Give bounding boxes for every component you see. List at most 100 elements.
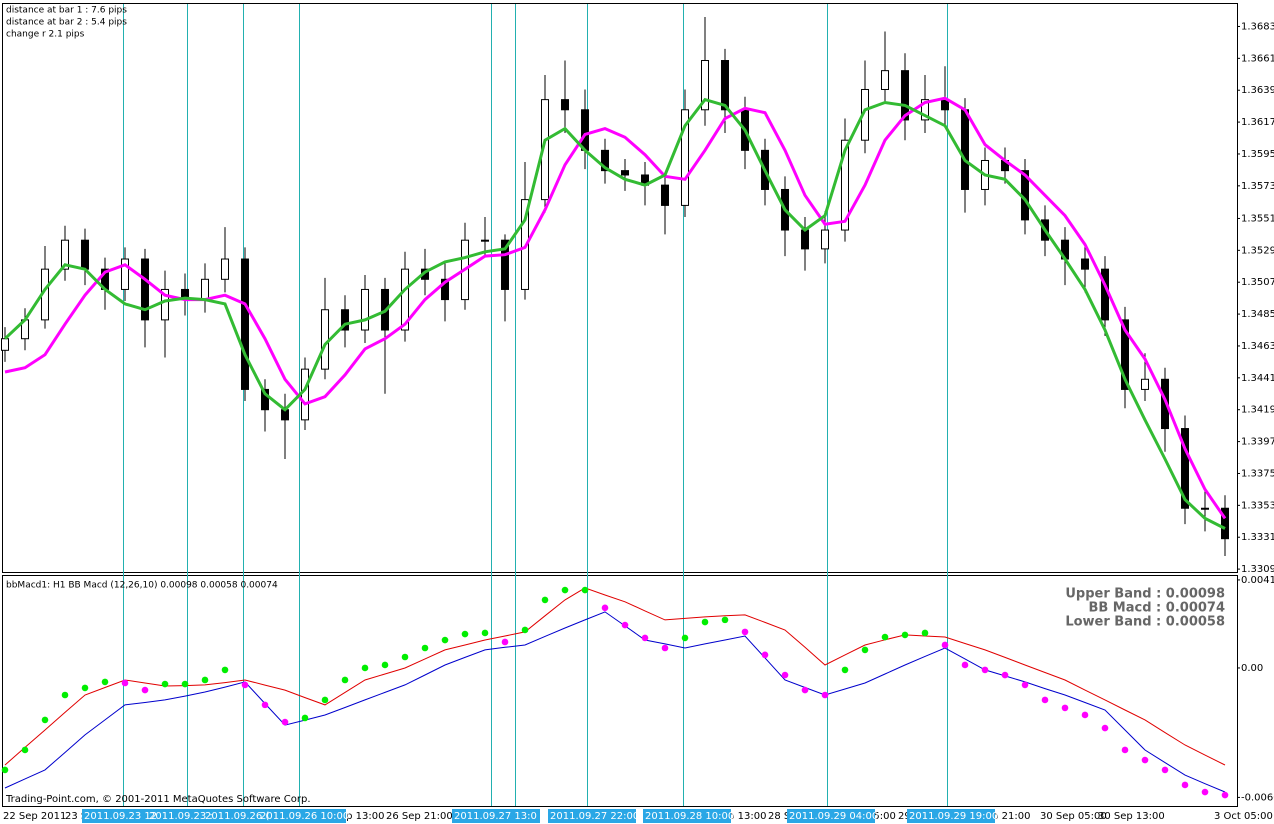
candle-body (1161, 378, 1169, 430)
x-tick-label: 05:00 (867, 811, 896, 822)
marker-label: 2011.09.26 ( (205, 811, 269, 822)
dot (841, 666, 849, 674)
candle-body (201, 278, 209, 301)
marker-label: 2011.09.29 04:00 (789, 811, 878, 822)
dot (41, 716, 49, 724)
marker-label-box (548, 809, 636, 823)
marker-label: 2011.09.27 22:00 (550, 811, 639, 822)
candle-body (901, 70, 909, 121)
y-tick-label: 0.0041 (1241, 575, 1274, 586)
dot (1141, 756, 1149, 764)
marker-label-box (907, 809, 995, 823)
annotation: change r 2.1 pips (6, 30, 85, 40)
dot (61, 691, 69, 699)
x-tick-label: ep 13:00 (340, 811, 385, 822)
candle-body (141, 258, 149, 321)
x-tick-label: 28 S (768, 811, 790, 822)
dot (241, 681, 249, 689)
candle-body (261, 388, 269, 411)
x-tick-label: 3 Oct 05:00 (1214, 811, 1273, 822)
y-tick-label: 1.34410 (1241, 373, 1274, 384)
dot (201, 676, 209, 684)
dot (561, 586, 569, 594)
candle-body (481, 239, 489, 242)
y-tick-label: 1.33310 (1241, 532, 1274, 543)
dot (381, 661, 389, 669)
candle-body (601, 149, 609, 172)
dot (261, 701, 269, 709)
y-tick-label: 1.34630 (1241, 341, 1274, 352)
y-tick-label: 1.35735 (1241, 181, 1274, 192)
x-tick-label: ep 21:00 (986, 811, 1031, 822)
dot (121, 679, 129, 687)
marker-label: 2011.09.23 : (149, 811, 213, 822)
y-tick-label: 1.35290 (1241, 245, 1274, 256)
indicator-panel (2, 575, 1238, 807)
dot (681, 634, 689, 642)
y-tick-label: 1.33750 (1241, 468, 1274, 479)
dot (961, 661, 969, 669)
dot (801, 686, 809, 694)
candle-body (581, 109, 589, 151)
annotation: distance at bar 1 : 7.6 pips (6, 6, 127, 16)
y-tick-label: 1.36395 (1241, 85, 1274, 96)
candle-body (881, 70, 889, 90)
legend-text: Upper Band : 0.00098 (1065, 587, 1225, 602)
candle-body (801, 229, 809, 250)
dot (1041, 696, 1049, 704)
legend-text: BB Macd : 0.00074 (1088, 601, 1225, 616)
candle-body (161, 288, 169, 321)
candle-body (821, 229, 829, 250)
dot (701, 618, 709, 626)
dot (781, 671, 789, 679)
series-line (4, 611, 1226, 793)
candle-body (701, 60, 709, 111)
dot (1201, 788, 1209, 796)
dot (581, 586, 589, 594)
candle-body (321, 309, 329, 370)
dot (141, 686, 149, 694)
candle-body (241, 258, 249, 390)
annotation: distance at bar 2 : 5.4 pips (6, 18, 127, 28)
x-tick-label: 22 Sep 2011 (3, 811, 66, 822)
y-tick-label: 1.36835 (1241, 21, 1274, 32)
candle-body (1121, 319, 1129, 390)
candle-body (961, 109, 969, 190)
y-tick-label: 1.33530 (1241, 500, 1274, 511)
dot (881, 633, 889, 641)
candle-body (841, 139, 849, 231)
dot (1101, 724, 1109, 732)
dot (1021, 681, 1029, 689)
candle-body (1181, 428, 1189, 509)
dot (901, 631, 909, 639)
marker-label: 2011.09.28 10:00 (645, 811, 734, 822)
dot (361, 664, 369, 672)
marker-label: 2011.09.23 12 (84, 811, 157, 822)
candle-body (1141, 378, 1149, 390)
y-tick-label: 1.35955 (1241, 149, 1274, 160)
candle-body (661, 184, 669, 206)
dot (1001, 671, 1009, 679)
dot (861, 646, 869, 654)
candle-body (681, 109, 689, 206)
marker-label: 2011.09.29 19:00 (909, 811, 998, 822)
y-tick-label: 1.34850 (1241, 309, 1274, 320)
dot (81, 684, 89, 692)
dot (641, 634, 649, 642)
x-tick-label: 30 Sep 05:00 (1040, 811, 1107, 822)
x-tick-label: 29 (898, 811, 911, 822)
dot (521, 626, 529, 634)
y-tick-label: 1.35510 (1241, 213, 1274, 224)
candle-body (501, 239, 509, 290)
candle-body (721, 60, 729, 111)
marker-label-box (258, 809, 346, 823)
dot (821, 691, 829, 699)
series-line (4, 587, 1226, 766)
dot (1181, 781, 1189, 789)
candle-body (1, 338, 9, 351)
marker-label-box (452, 809, 540, 823)
watermark: Trading-Point.com, © 2001-2011 MetaQuote… (5, 794, 311, 805)
x-tick-label: 23 S (65, 811, 87, 822)
dot (441, 636, 449, 644)
y-tick-label: -0.00603 (1241, 792, 1274, 803)
